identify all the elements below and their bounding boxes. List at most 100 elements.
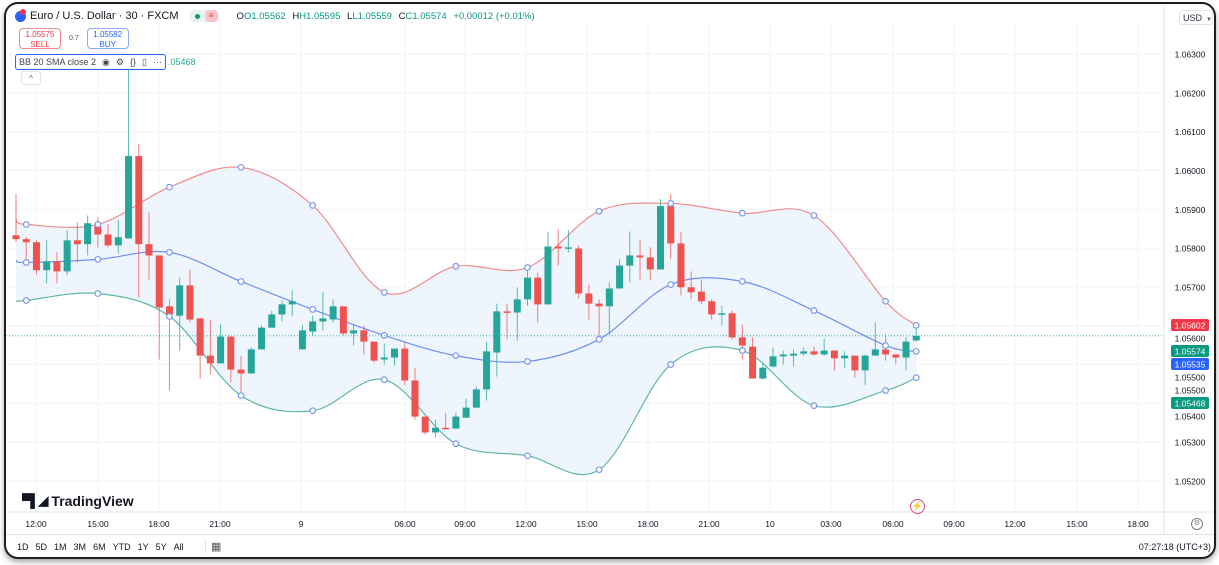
range-1m[interactable]: 1M [54,542,67,552]
tradingview-logo[interactable]: ▀▌◢ TradingView [22,493,134,509]
candle-body [493,311,501,353]
brand-name: TradingView [51,493,134,509]
go-to-date-calendar-icon[interactable]: ▦ [205,540,221,553]
time-tick-label: 15:00 [576,519,598,529]
candle-body [708,301,716,315]
range-1y[interactable]: 1Y [137,542,149,552]
time-tick-label: 09:00 [454,519,476,529]
candle-body [268,314,276,328]
indicator-row: BB 20 SMA close 2 ◉ ⚙ {} ▯ ··· .05468 [15,54,195,70]
chevron-down-icon: ▼ [1206,17,1212,23]
price-label-bb_upper: 1.05602 [1175,320,1206,330]
trash-icon[interactable]: ▯ [142,56,147,67]
clock-timezone[interactable]: 07:27:18 (UTC+3) [1138,542,1211,552]
price-chart[interactable]: 12:00 15:00 18:00 21:00 9 06:00 09:00 12:00 15:0… [6,4,1216,534]
indicator-label: BB 20 SMA close 2 [19,57,97,67]
price-tick-label: 1.06000 [1175,166,1206,176]
source-code-icon[interactable]: {} [129,57,136,67]
bb-point-marker [667,281,675,288]
eye-icon[interactable]: ◉ [102,56,110,67]
time-tick-label: 18:00 [637,519,659,529]
ohlc-values: OO1.05562 HH1.05595 LL1.05559 CC1.05574 … [236,10,535,22]
candle-body [32,242,40,271]
bb-point-marker [22,259,30,266]
time-tick-label: 21:00 [698,519,720,529]
settings-icon[interactable]: ⚙ [115,56,124,67]
candle-body [779,354,787,357]
candle-body [616,265,624,289]
buy-label: BUY [99,40,116,49]
candle-body [677,243,685,288]
data-problem-icon: ≡ [204,10,218,22]
currency-select[interactable]: USD ▼ [1179,10,1213,25]
bb-point-marker [452,352,460,360]
candle-body [595,303,603,307]
bb-point-marker [237,392,245,399]
candle-body [411,380,419,417]
range-all[interactable]: All [173,542,184,552]
sell-price: 1.05575 [25,30,55,39]
bb-point-marker [738,278,746,285]
market-status[interactable]: ≡ [188,10,219,22]
candle-body [636,255,644,258]
price-tick-label: 1.05600 [1175,333,1206,343]
candle-body [769,356,777,367]
candle-body [902,341,910,358]
candle-body [278,304,286,315]
candle-body [165,306,173,315]
bb-point-marker [810,402,818,410]
candle-body [288,301,296,305]
range-5y[interactable]: 5Y [155,542,167,552]
bb-point-marker [912,374,920,382]
candle-body [472,389,480,408]
buy-button[interactable]: 1.05582 BUY [86,28,129,49]
bb-point-marker [882,297,889,305]
indicator-legend[interactable]: BB 20 SMA close 2 ◉ ⚙ {} ▯ ··· [15,54,166,70]
candle-body [646,257,654,270]
lightning-icon[interactable]: ⚡ [910,499,925,514]
range-6m[interactable]: 6M [93,542,106,552]
collapse-legend-button[interactable]: ^ [21,71,41,85]
price-label-bb_upper-bg [1171,318,1209,331]
time-tick-label: 15:00 [87,519,109,529]
range-5d[interactable]: 5D [35,542,48,552]
bb-point-marker [166,183,173,191]
candle-body [882,349,890,355]
range-buttons: 1D 5D 1M 3M 6M YTD 1Y 5Y All [17,542,191,552]
candle-body [258,327,266,350]
range-1d[interactable]: 1D [17,542,29,552]
candle-body [237,369,245,374]
bb-point-marker [309,306,317,313]
candle-body [227,336,235,370]
price-label-bb_basis: 1.05535 [1175,359,1206,369]
candle-body [94,226,102,235]
bb-point-marker [237,278,245,285]
bb-point-marker [309,201,317,209]
symbol-title[interactable]: Euro / U.S. Dollar · 30 · FXCM [30,10,179,22]
price-tick-label: 1.06200 [1175,88,1206,98]
bb-point-marker [882,387,889,394]
bb-point-marker [667,361,675,368]
candle-body [125,156,133,239]
more-icon[interactable]: ··· [152,57,162,67]
price-tick-label: 1.05900 [1175,205,1206,215]
candle-body [503,311,511,313]
bb-point-marker [524,264,531,271]
candle-body [84,223,92,245]
chart-window: 12:00 15:00 18:00 21:00 9 06:00 09:00 12:00 15:0… [4,2,1216,559]
candle-body [861,355,869,371]
price-label-tick: 1.05500 [1175,385,1206,395]
candle-body [820,350,828,355]
indicator-value: .05468 [167,57,196,67]
range-ytd[interactable]: YTD [112,542,131,552]
bb-point-marker [738,209,746,217]
sell-button[interactable]: 1.05575 SELL [19,28,61,49]
axis-settings-icon[interactable]: ⚙ [1191,518,1203,530]
range-3m[interactable]: 3M [73,542,87,552]
price-label-bb_lower: 1.05468 [1175,398,1206,408]
bb-point-marker [309,407,317,415]
bb-point-marker [912,321,920,329]
bb-point-marker [94,221,102,228]
candle-body [339,306,347,334]
price-tick-label: 1.05300 [1175,438,1206,448]
